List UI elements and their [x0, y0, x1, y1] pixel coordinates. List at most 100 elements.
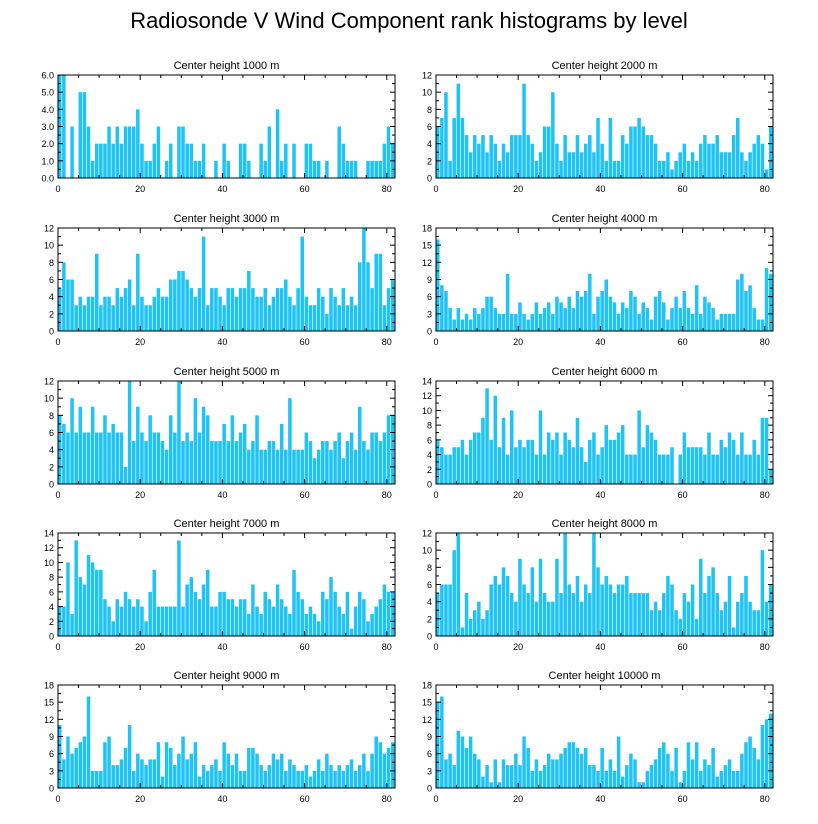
bar	[164, 606, 169, 636]
bar	[468, 618, 473, 636]
bar	[546, 432, 551, 484]
bar	[563, 432, 567, 484]
bar	[752, 747, 756, 788]
bar	[222, 423, 226, 484]
bar	[99, 305, 103, 331]
bar	[563, 747, 567, 788]
bar	[764, 417, 769, 484]
bar	[616, 313, 621, 331]
bar	[292, 143, 296, 178]
bar	[214, 441, 218, 484]
bar	[205, 569, 210, 636]
bar	[300, 449, 304, 484]
bar	[563, 533, 567, 636]
bar	[214, 160, 218, 178]
bar	[612, 302, 617, 331]
bar	[678, 454, 682, 484]
bar	[90, 562, 95, 636]
bar	[247, 613, 251, 636]
bar	[752, 610, 756, 636]
bar	[649, 135, 654, 178]
bar	[477, 432, 481, 484]
bar	[686, 601, 691, 636]
bar	[107, 296, 111, 331]
bar	[292, 569, 296, 636]
bar	[160, 441, 165, 484]
bar	[657, 747, 662, 788]
bar	[247, 160, 251, 178]
bar	[205, 770, 210, 788]
bar	[140, 296, 144, 331]
bar	[82, 432, 87, 484]
bar	[497, 447, 502, 484]
x-tick-label: 20	[135, 184, 145, 194]
bar	[485, 610, 489, 636]
x-tick-label: 0	[55, 490, 60, 500]
bar	[456, 447, 461, 484]
bar	[127, 599, 132, 636]
bar	[727, 152, 732, 178]
bar	[723, 152, 728, 178]
bar	[70, 753, 74, 788]
y-tick-label: 4	[49, 602, 54, 612]
x-tick-label: 80	[382, 794, 392, 804]
x-tick-label: 20	[513, 184, 523, 194]
bar	[629, 454, 633, 484]
bar	[592, 533, 596, 636]
bar	[222, 742, 226, 788]
bar	[362, 228, 366, 331]
bar	[534, 601, 539, 636]
bar	[600, 290, 604, 331]
bar	[123, 466, 128, 484]
panel-1-bars	[58, 75, 395, 178]
bar	[662, 302, 666, 331]
bar	[181, 736, 185, 788]
bar	[337, 765, 341, 788]
bar	[201, 143, 206, 178]
bar	[99, 770, 103, 788]
bar	[760, 417, 765, 484]
bar	[325, 160, 329, 178]
bar	[247, 270, 251, 331]
bar	[736, 117, 740, 178]
bar	[653, 296, 658, 331]
bar	[456, 533, 461, 636]
y-tick-label: 0	[427, 632, 432, 642]
bar	[538, 770, 543, 788]
bar	[378, 160, 383, 178]
y-tick-label: 15	[422, 241, 432, 251]
bar	[662, 160, 666, 178]
y-tick-label: 4.0	[41, 105, 54, 115]
bar	[185, 759, 189, 788]
bar	[760, 319, 765, 331]
bar	[588, 593, 592, 636]
bar	[337, 606, 341, 636]
bar	[682, 290, 687, 331]
bar	[464, 454, 469, 484]
bar	[653, 759, 658, 788]
bar	[522, 447, 526, 484]
bar	[349, 759, 354, 788]
bar	[230, 415, 235, 484]
bar	[168, 606, 173, 636]
bar	[353, 305, 358, 331]
bar	[567, 296, 572, 331]
bar	[316, 759, 321, 788]
bar	[526, 319, 530, 331]
bar	[633, 454, 637, 484]
bar	[374, 606, 378, 636]
bar	[694, 447, 699, 484]
bar	[321, 770, 325, 788]
bar	[477, 601, 481, 636]
x-tick-label: 0	[55, 794, 60, 804]
bar	[518, 302, 522, 331]
y-tick-label: 8	[49, 573, 54, 583]
bar	[263, 160, 267, 178]
bar	[600, 447, 604, 484]
bar	[690, 447, 695, 484]
bar	[744, 160, 748, 178]
bar	[382, 143, 387, 178]
bar	[641, 126, 645, 178]
bar	[279, 753, 284, 788]
y-tick-label: 9	[49, 732, 54, 742]
